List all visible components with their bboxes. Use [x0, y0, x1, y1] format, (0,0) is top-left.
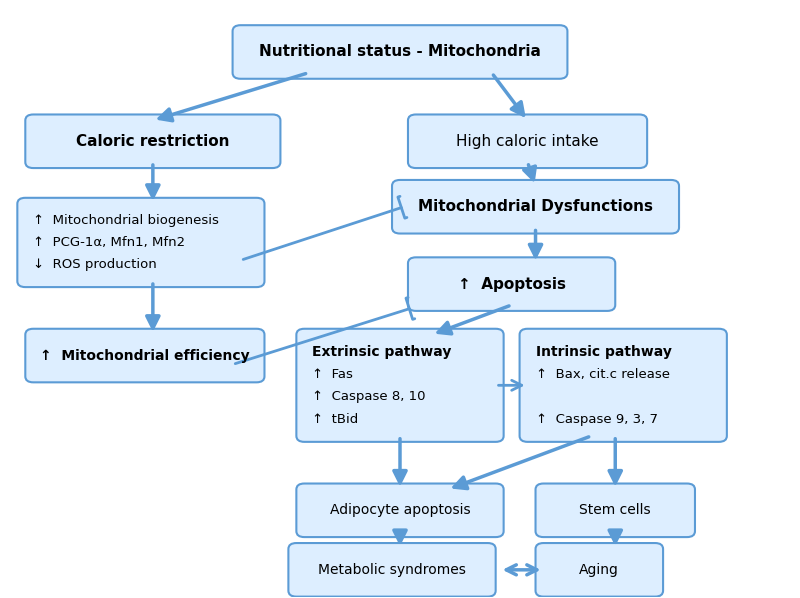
Text: Stem cells: Stem cells [579, 504, 651, 517]
Text: Extrinsic pathway: Extrinsic pathway [312, 344, 452, 359]
FancyBboxPatch shape [18, 198, 265, 287]
Text: Adipocyte apoptosis: Adipocyte apoptosis [330, 504, 470, 517]
Text: ↑  Caspase 8, 10: ↑ Caspase 8, 10 [312, 390, 426, 403]
Text: ↑  tBid: ↑ tBid [312, 413, 358, 426]
Text: ↓  ROS production: ↓ ROS production [34, 258, 157, 271]
Text: Caloric restriction: Caloric restriction [76, 134, 230, 149]
Text: ↑  Bax, cit.c release: ↑ Bax, cit.c release [535, 368, 670, 380]
FancyBboxPatch shape [26, 114, 281, 168]
Text: Mitochondrial Dysfunctions: Mitochondrial Dysfunctions [418, 199, 653, 214]
FancyBboxPatch shape [408, 257, 615, 311]
Text: High caloric intake: High caloric intake [456, 134, 599, 149]
FancyBboxPatch shape [288, 543, 496, 597]
Text: ↑  Mitochondrial biogenesis: ↑ Mitochondrial biogenesis [34, 214, 219, 227]
Text: ↑  Apoptosis: ↑ Apoptosis [458, 277, 566, 292]
FancyBboxPatch shape [535, 484, 695, 537]
Text: Aging: Aging [579, 563, 619, 577]
FancyBboxPatch shape [296, 484, 504, 537]
Text: ↑  PCG-1α, Mfn1, Mfn2: ↑ PCG-1α, Mfn1, Mfn2 [34, 236, 186, 249]
FancyBboxPatch shape [535, 543, 663, 597]
FancyBboxPatch shape [26, 329, 265, 382]
FancyBboxPatch shape [233, 25, 567, 79]
Text: ↑  Mitochondrial efficiency: ↑ Mitochondrial efficiency [40, 349, 250, 362]
FancyBboxPatch shape [519, 329, 727, 442]
FancyBboxPatch shape [408, 114, 647, 168]
FancyBboxPatch shape [392, 180, 679, 234]
Text: Nutritional status - Mitochondria: Nutritional status - Mitochondria [259, 44, 541, 59]
Text: Metabolic syndromes: Metabolic syndromes [318, 563, 466, 577]
Text: Intrinsic pathway: Intrinsic pathway [535, 344, 671, 359]
FancyBboxPatch shape [296, 329, 504, 442]
Text: ↑  Caspase 9, 3, 7: ↑ Caspase 9, 3, 7 [535, 413, 658, 426]
Text: ↑  Fas: ↑ Fas [312, 368, 353, 380]
